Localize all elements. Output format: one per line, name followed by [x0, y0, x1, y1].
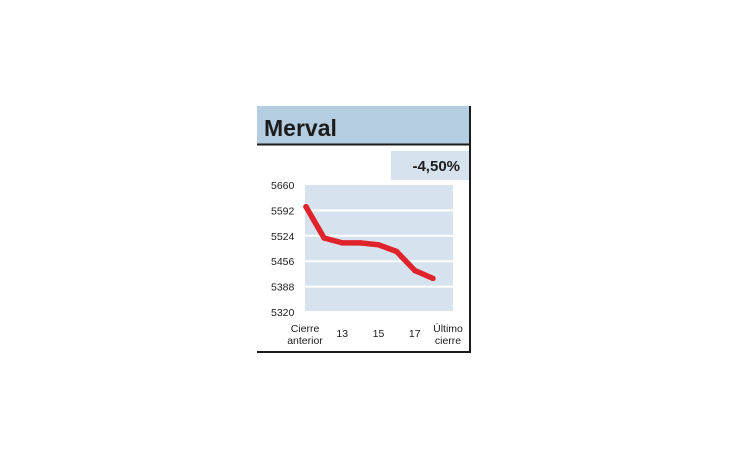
data-point — [430, 275, 436, 282]
change-label: -4,50% — [412, 158, 460, 175]
x-tick-label: cierre — [435, 335, 461, 347]
header-band — [257, 106, 471, 144]
data-point — [393, 248, 400, 255]
plot-area — [305, 185, 453, 312]
x-tick-label: 15 — [373, 328, 385, 340]
x-tick-label: anterior — [287, 335, 323, 347]
y-tick-label: 5456 — [271, 256, 295, 268]
chart-title: Merval — [264, 115, 337, 141]
gridlines — [305, 209, 453, 313]
series-line — [303, 203, 436, 282]
series-points — [303, 203, 436, 282]
x-tick-label: Último — [433, 322, 463, 335]
x-tick-label: 17 — [409, 328, 421, 340]
y-tick-label: 5524 — [271, 231, 295, 243]
y-tick-label: 5320 — [271, 307, 295, 319]
merval-chart-card: Merval -4,50% 5660 5592 5524 5456 5388 5320 C… — [257, 106, 471, 353]
data-point — [321, 235, 327, 241]
data-point — [339, 240, 346, 246]
y-axis-ticks: 5660 5592 5524 5456 5388 5320 — [271, 180, 295, 319]
data-point — [303, 203, 309, 210]
x-tick-label: 13 — [336, 328, 348, 340]
change-badge — [391, 151, 471, 180]
data-point — [412, 267, 418, 274]
data-point — [375, 242, 382, 248]
data-point — [357, 240, 364, 246]
merval-line-chart: Merval -4,50% 5660 5592 5524 5456 5388 5320 C… — [257, 106, 471, 353]
y-tick-label: 5592 — [271, 205, 295, 217]
x-tick-label: Cierre — [291, 323, 320, 335]
y-tick-label: 5388 — [271, 282, 295, 294]
y-tick-label: 5660 — [271, 180, 295, 192]
